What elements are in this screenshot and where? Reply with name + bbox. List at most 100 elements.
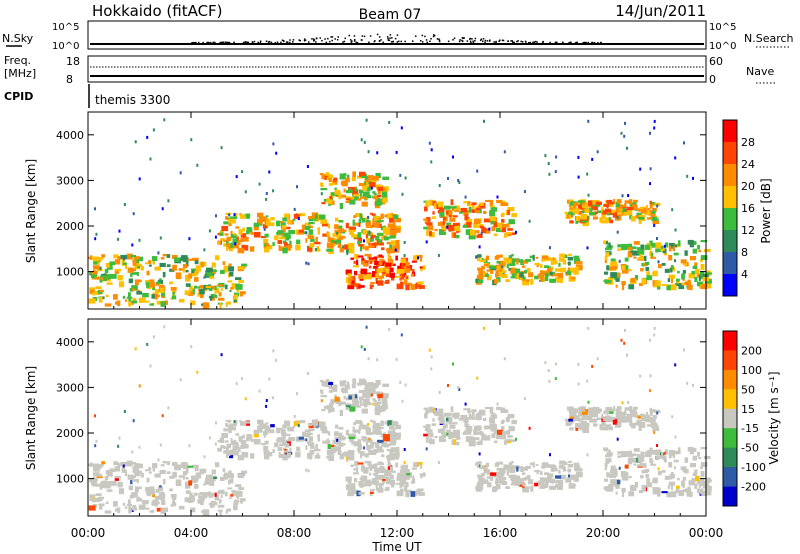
velocity-echo-cell <box>382 436 390 442</box>
power-echo-cell <box>234 213 238 217</box>
power-echo-cell <box>694 262 698 267</box>
power-echo-cell <box>495 270 499 276</box>
power-echo-cell <box>276 220 281 227</box>
velocity-echo-cell <box>308 429 315 432</box>
power-echo-cell <box>316 245 320 251</box>
velocity-echo-cell <box>621 475 629 481</box>
power-echo-cell <box>627 210 632 216</box>
velocity-echo-cell <box>657 491 661 497</box>
velocity-echo-cell <box>412 475 415 479</box>
power-echo-cell <box>281 232 289 238</box>
velocity-echo-cell <box>466 428 472 435</box>
power-echo-cell <box>671 208 674 212</box>
power-echo-cell <box>653 223 656 227</box>
velocity-echo-cell <box>591 364 594 368</box>
velocity-echo-cell <box>604 466 607 471</box>
power-echo-cell <box>373 273 379 279</box>
velocity-echo-cell <box>132 466 137 470</box>
power-ylabel: Slant Range [km] <box>24 159 38 263</box>
power-echo-cell <box>591 202 597 208</box>
velocity-echo-cell <box>366 401 372 406</box>
velocity-echo-cell <box>627 450 632 456</box>
power-echo-cell <box>250 246 255 252</box>
velocity-echo-cell <box>354 461 359 466</box>
velocity-echo-cell <box>668 481 676 486</box>
velocity-ytick-label: 1000 <box>56 473 84 486</box>
velocity-echo-cell <box>384 488 390 491</box>
power-echo-cell <box>609 219 613 224</box>
power-echo-cell <box>655 248 662 252</box>
power-echo-cell <box>169 281 173 285</box>
power-echo-cell <box>649 200 652 204</box>
velocity-echo-cell <box>210 503 213 508</box>
power-echo-cell <box>620 131 623 135</box>
velocity-echo-cell <box>380 462 384 466</box>
power-echo-cell <box>295 213 298 216</box>
power-echo-cell <box>494 279 498 284</box>
power-echo-cell <box>413 255 419 261</box>
velocity-echo-cell <box>477 486 484 491</box>
power-colorbar-tick: 28 <box>741 136 755 149</box>
velocity-echo-cell <box>367 438 372 443</box>
velocity-echo-cell <box>593 423 597 427</box>
velocity-echo-cell <box>363 446 365 450</box>
velocity-echo-cell <box>611 417 615 420</box>
velocity-echo-cell <box>400 465 406 471</box>
power-echo-cell <box>341 180 348 187</box>
velocity-echo-cell <box>388 328 391 331</box>
velocity-echo-cell <box>489 417 495 424</box>
power-echo-cell <box>175 276 182 280</box>
power-echo-cell <box>447 177 449 180</box>
power-echo-cell <box>385 271 391 278</box>
velocity-echo-cell <box>238 446 241 452</box>
power-echo-cell <box>639 206 644 210</box>
power-echo-cell <box>468 233 476 240</box>
power-echo-cell <box>654 202 661 207</box>
nsky-point <box>430 38 432 40</box>
power-echo-cell <box>494 255 499 260</box>
power-echo-cell <box>552 271 556 274</box>
power-echo-cell <box>357 232 362 238</box>
velocity-echo-cell <box>128 509 132 513</box>
power-echo-cell <box>476 277 484 282</box>
velocity-echo-cell <box>668 461 673 468</box>
power-echo-cell <box>503 202 509 206</box>
power-echo-cell <box>135 260 140 266</box>
power-echo-cell <box>568 253 572 256</box>
nsky-point <box>507 40 509 43</box>
power-echo-cell <box>694 276 698 282</box>
velocity-echo-cell <box>640 451 644 457</box>
velocity-echo-cell <box>521 472 526 475</box>
nsky-point <box>420 40 422 42</box>
power-echo-cell <box>701 283 708 290</box>
power-echo-cell <box>485 255 490 261</box>
power-echo-cell <box>239 214 247 219</box>
velocity-echo-cell <box>613 405 616 412</box>
velocity-echo-cell <box>529 462 533 466</box>
velocity-echo-cell <box>349 455 355 461</box>
velocity-echo-cell <box>555 362 558 366</box>
power-echo-cell <box>495 273 499 278</box>
power-echo-cell <box>516 273 519 280</box>
power-echo-cell <box>605 247 612 251</box>
power-echo-cell <box>163 118 166 122</box>
velocity-echo-cell <box>445 417 449 422</box>
power-echo-cell <box>581 206 587 212</box>
nsky-point <box>303 38 306 40</box>
power-echo-cell <box>367 245 375 248</box>
power-echo-cell <box>426 230 429 236</box>
power-echo-cell <box>159 236 162 240</box>
velocity-echo-cell <box>545 480 548 486</box>
nsky-point <box>331 39 333 42</box>
velocity-echo-cell <box>639 461 643 465</box>
power-echo-cell <box>359 192 362 197</box>
power-echo-cell <box>526 268 531 273</box>
power-echo-cell <box>224 233 229 236</box>
nsky-point <box>593 41 596 44</box>
power-echo-cell <box>425 204 430 207</box>
velocity-echo-cell <box>354 394 358 399</box>
power-echo-cell <box>268 222 275 227</box>
power-echo-cell <box>338 238 343 241</box>
power-echo-cell <box>149 157 152 161</box>
nsky-point <box>415 35 417 37</box>
